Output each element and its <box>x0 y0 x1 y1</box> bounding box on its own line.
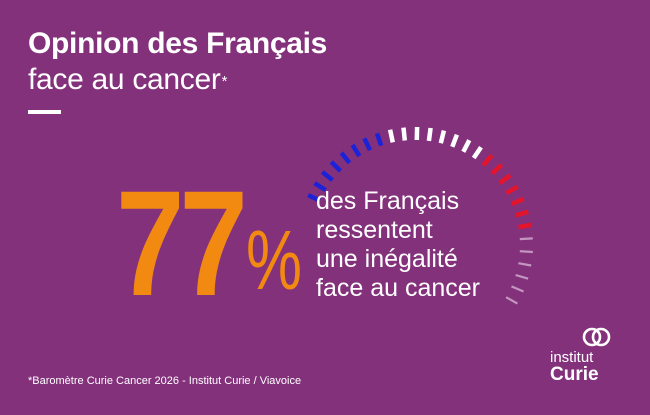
gauge-tick <box>362 137 373 152</box>
source-footnote: *Baromètre Curie Cancer 2026 - Institut … <box>28 375 302 387</box>
stat-value: 77 <box>116 159 248 327</box>
stat-percent-sign: % <box>246 213 303 307</box>
subtitle-text: face au cancer <box>28 63 221 96</box>
stat-line-2: ressentent <box>316 216 433 244</box>
stat-line-4: face au cancer <box>316 274 480 302</box>
gauge-tick <box>471 145 483 160</box>
gauge-tick <box>374 132 384 147</box>
gauge-tick <box>511 285 524 293</box>
logo-text-institut: institut <box>550 349 594 366</box>
gauge-tick <box>320 170 334 182</box>
title-underline <box>28 110 61 114</box>
gauge-tick <box>450 133 460 148</box>
title: Opinion des Français <box>28 27 328 60</box>
gauge-tick <box>481 153 494 167</box>
gauge-tick <box>505 184 519 196</box>
gauge-tick <box>401 127 408 141</box>
stat-line-3: une inégalité <box>316 245 458 273</box>
gauge-tick <box>307 193 321 203</box>
gauge-tick <box>498 173 512 185</box>
gauge-tick <box>518 222 532 230</box>
gauge-tick <box>387 129 396 143</box>
gauge-tick <box>518 262 532 267</box>
subtitle: face au cancer* <box>28 62 327 98</box>
stat-line-1: des Français <box>316 187 460 215</box>
gauge-tick <box>438 130 447 144</box>
gauge-tick <box>519 250 533 254</box>
gauge-tick <box>313 181 327 192</box>
gauge-tick <box>515 273 529 280</box>
stat-description: des Français ressentent une inégalité fa… <box>316 187 480 303</box>
institut-curie-logo: institut Curie <box>550 326 630 388</box>
gauge-tick <box>505 296 518 305</box>
logo-text-curie: Curie <box>550 364 599 385</box>
gauge-tick <box>510 196 525 207</box>
gauge-tick <box>515 209 529 218</box>
subtitle-footnote-mark: * <box>221 73 228 90</box>
curie-rings-icon <box>582 327 611 347</box>
gauge-tick <box>339 151 352 165</box>
gauge-tick <box>490 163 504 176</box>
gauge-tick <box>329 160 343 173</box>
title-block: Opinion des Français face au cancer* <box>28 26 327 98</box>
gauge-tick <box>519 237 533 241</box>
gauge-tick <box>350 143 362 158</box>
gauge-tick <box>461 139 472 153</box>
gauge-tick <box>426 127 433 142</box>
